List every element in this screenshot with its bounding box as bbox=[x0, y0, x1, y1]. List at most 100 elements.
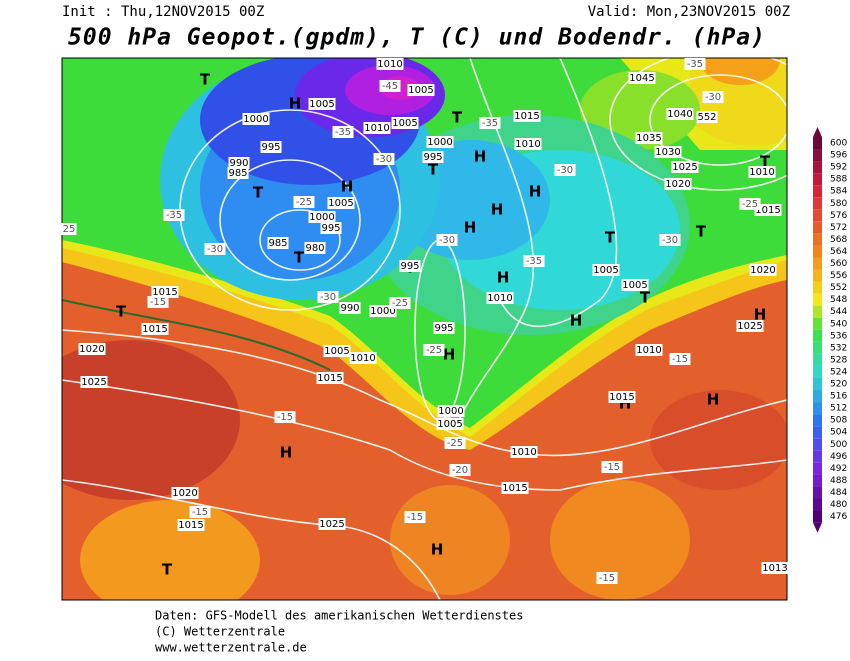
colorbar-swatch bbox=[813, 474, 822, 487]
isobar-label: 1010 bbox=[749, 167, 774, 178]
isobar-label: 985 bbox=[228, 168, 247, 179]
temperature-label: -30 bbox=[207, 244, 223, 255]
colorbar-label: 560 bbox=[830, 259, 847, 269]
isobar-label: 1015 bbox=[514, 111, 539, 122]
isobar-label-box bbox=[391, 117, 419, 129]
colorbar-swatch bbox=[813, 510, 822, 523]
isobar-label: 1000 bbox=[370, 306, 395, 317]
temperature-label: -30 bbox=[320, 292, 336, 303]
isobar-label-box bbox=[754, 204, 782, 216]
temperature-label: 25 bbox=[63, 224, 76, 235]
isobar-label: 995 bbox=[434, 323, 453, 334]
colorbar-swatch bbox=[813, 317, 822, 330]
isobar-label-box bbox=[80, 376, 108, 388]
temperature-label: -35 bbox=[526, 256, 542, 267]
isobar-label-box bbox=[433, 322, 455, 334]
temperature-label-box bbox=[669, 353, 691, 365]
temperature-label: -30 bbox=[439, 235, 455, 246]
temperature-label-box bbox=[596, 572, 618, 584]
isobar-label: 1010 bbox=[511, 447, 536, 458]
colorbar-swatch bbox=[813, 209, 822, 222]
temperature-label: -25 bbox=[426, 345, 442, 356]
temperature-label-box bbox=[684, 58, 706, 70]
colorbar-swatch bbox=[813, 197, 822, 210]
colorbar-label: 504 bbox=[830, 428, 847, 438]
isobar-label-box bbox=[349, 352, 377, 364]
isobar-label-box bbox=[761, 562, 789, 574]
temperature-label: -15 bbox=[150, 297, 166, 308]
temperature-label-box bbox=[147, 296, 169, 308]
temperature-label-box bbox=[659, 234, 681, 246]
isobar-label-box bbox=[228, 157, 250, 169]
colorbar-swatch bbox=[813, 462, 822, 475]
temperature-label: -30 bbox=[662, 235, 678, 246]
isobar-label: 1000 bbox=[309, 212, 334, 223]
colorbar-label: 516 bbox=[830, 392, 847, 402]
colorbar-label: 528 bbox=[830, 355, 847, 365]
map-title: 500 hPa Geopot.(gpdm), T (C) und Bodendr… bbox=[68, 25, 765, 51]
colorbar-swatch bbox=[813, 390, 822, 403]
isobar-label-box bbox=[621, 279, 649, 291]
isobar-label: 1015 bbox=[142, 324, 167, 335]
isobar-label-box bbox=[501, 482, 529, 494]
pressure-center: H bbox=[280, 444, 293, 462]
isobar-label-box bbox=[436, 418, 464, 430]
temperature-label: -45 bbox=[382, 81, 398, 92]
temperature-label-box bbox=[739, 198, 761, 210]
temperature-label: -20 bbox=[452, 465, 468, 476]
pressure-center: T bbox=[294, 249, 305, 267]
isobar-label-box bbox=[308, 211, 336, 223]
isobar-label-box bbox=[407, 84, 435, 96]
isobar-label: 1000 bbox=[438, 406, 463, 417]
isobar-label-box bbox=[696, 111, 718, 123]
colorbar-label: 540 bbox=[830, 319, 847, 329]
isobar-label-box bbox=[664, 178, 692, 190]
temperature-label: -15 bbox=[672, 354, 688, 365]
isobar-label-box bbox=[486, 292, 514, 304]
isobar-label-box bbox=[171, 487, 199, 499]
pressure-center: T bbox=[605, 229, 616, 247]
isobar-label-box bbox=[308, 98, 336, 110]
isobar-label: 1015 bbox=[755, 205, 780, 216]
isobar-label: 1013 bbox=[762, 563, 787, 574]
colorbar-swatch bbox=[813, 221, 822, 234]
temperature-label: -15 bbox=[604, 462, 620, 473]
temperature-label-box bbox=[379, 80, 401, 92]
colorbar-label: 488 bbox=[830, 476, 847, 486]
colorbar-label: 544 bbox=[830, 307, 847, 317]
temperature-label-box bbox=[444, 437, 466, 449]
colorbar-swatch bbox=[813, 450, 822, 463]
isobar-label-box bbox=[242, 113, 270, 125]
temperature-label: -35 bbox=[166, 210, 182, 221]
colorbar-swatch bbox=[813, 365, 822, 378]
pressure-center: T bbox=[116, 303, 127, 321]
isobar-label-box bbox=[227, 167, 249, 179]
colorbar-label: 476 bbox=[830, 512, 847, 522]
isobar-label: 1025 bbox=[672, 162, 697, 173]
footer-source: Daten: GFS-Modell des amerikanischen Wet… bbox=[155, 609, 523, 623]
colorbar-label: 596 bbox=[830, 151, 847, 161]
isobar-label: 1005 bbox=[593, 265, 618, 276]
colorbar-swatch bbox=[813, 245, 822, 258]
footer-url: www.wetterzentrale.de bbox=[155, 641, 307, 655]
pressure-center: H bbox=[497, 269, 510, 287]
isobar-label-box bbox=[151, 286, 179, 298]
colorbar-swatch bbox=[813, 185, 822, 198]
isobar-label-box bbox=[376, 58, 404, 70]
isobar-label: 1020 bbox=[750, 265, 775, 276]
temperature-label: -25 bbox=[392, 298, 408, 309]
isobar-label-box bbox=[339, 302, 361, 314]
colorbar-label: 580 bbox=[830, 199, 847, 209]
isobar-label-box bbox=[422, 151, 444, 163]
temperature-label: -15 bbox=[192, 507, 208, 518]
colorbar-arrow-bottom bbox=[813, 522, 822, 533]
isobar-label: 1010 bbox=[636, 345, 661, 356]
colorbar-label: 524 bbox=[830, 367, 847, 377]
isobar-label: 980 bbox=[305, 243, 324, 254]
colorbar-label: 552 bbox=[830, 283, 847, 293]
temperature-label: -15 bbox=[599, 573, 615, 584]
temperature-label-box bbox=[436, 234, 458, 246]
isobar-label: 1015 bbox=[502, 483, 527, 494]
colorbar-label: 496 bbox=[830, 452, 847, 462]
pressure-center: H bbox=[443, 346, 456, 364]
